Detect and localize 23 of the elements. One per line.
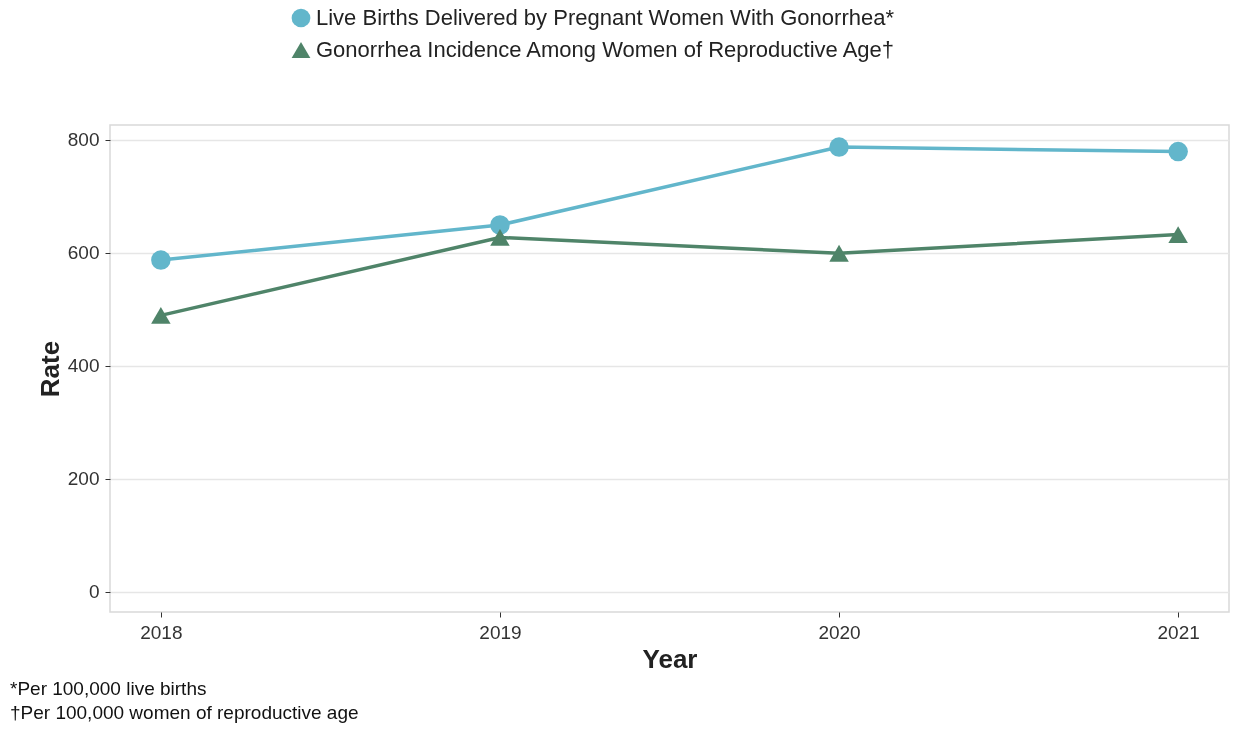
y-tick-label: 600: [67, 242, 100, 264]
x-axis-title: Year: [642, 643, 698, 674]
x-tick-label: 2020: [818, 621, 861, 643]
text: †Per 100,000 women of reproductive age: [10, 702, 359, 723]
point: [151, 250, 171, 270]
y-axis-title: Rate: [34, 340, 65, 398]
point: [151, 306, 171, 324]
y-tick-label: 0: [88, 581, 100, 603]
y-tick-label: 200: [67, 468, 100, 490]
legend-label: Gonorrhea Incidence Among Women of Reproductive Age†: [316, 37, 895, 62]
x-tick-label: 2018: [140, 621, 183, 643]
point: [490, 215, 510, 235]
point: [1168, 141, 1188, 162]
y-tick-label: 800: [67, 129, 100, 151]
point: [1168, 226, 1188, 244]
x-tick-label: 2021: [1157, 621, 1200, 643]
point: [829, 137, 849, 157]
y-tick-label: 400: [67, 355, 100, 377]
legend-label: Live Births Delivered by Pregnant Women With Gonorrhea*: [316, 5, 895, 30]
point: [490, 228, 510, 246]
point: [829, 244, 849, 262]
x-tick-label: 2019: [479, 621, 522, 643]
text: *Per 100,000 live births: [10, 678, 207, 699]
